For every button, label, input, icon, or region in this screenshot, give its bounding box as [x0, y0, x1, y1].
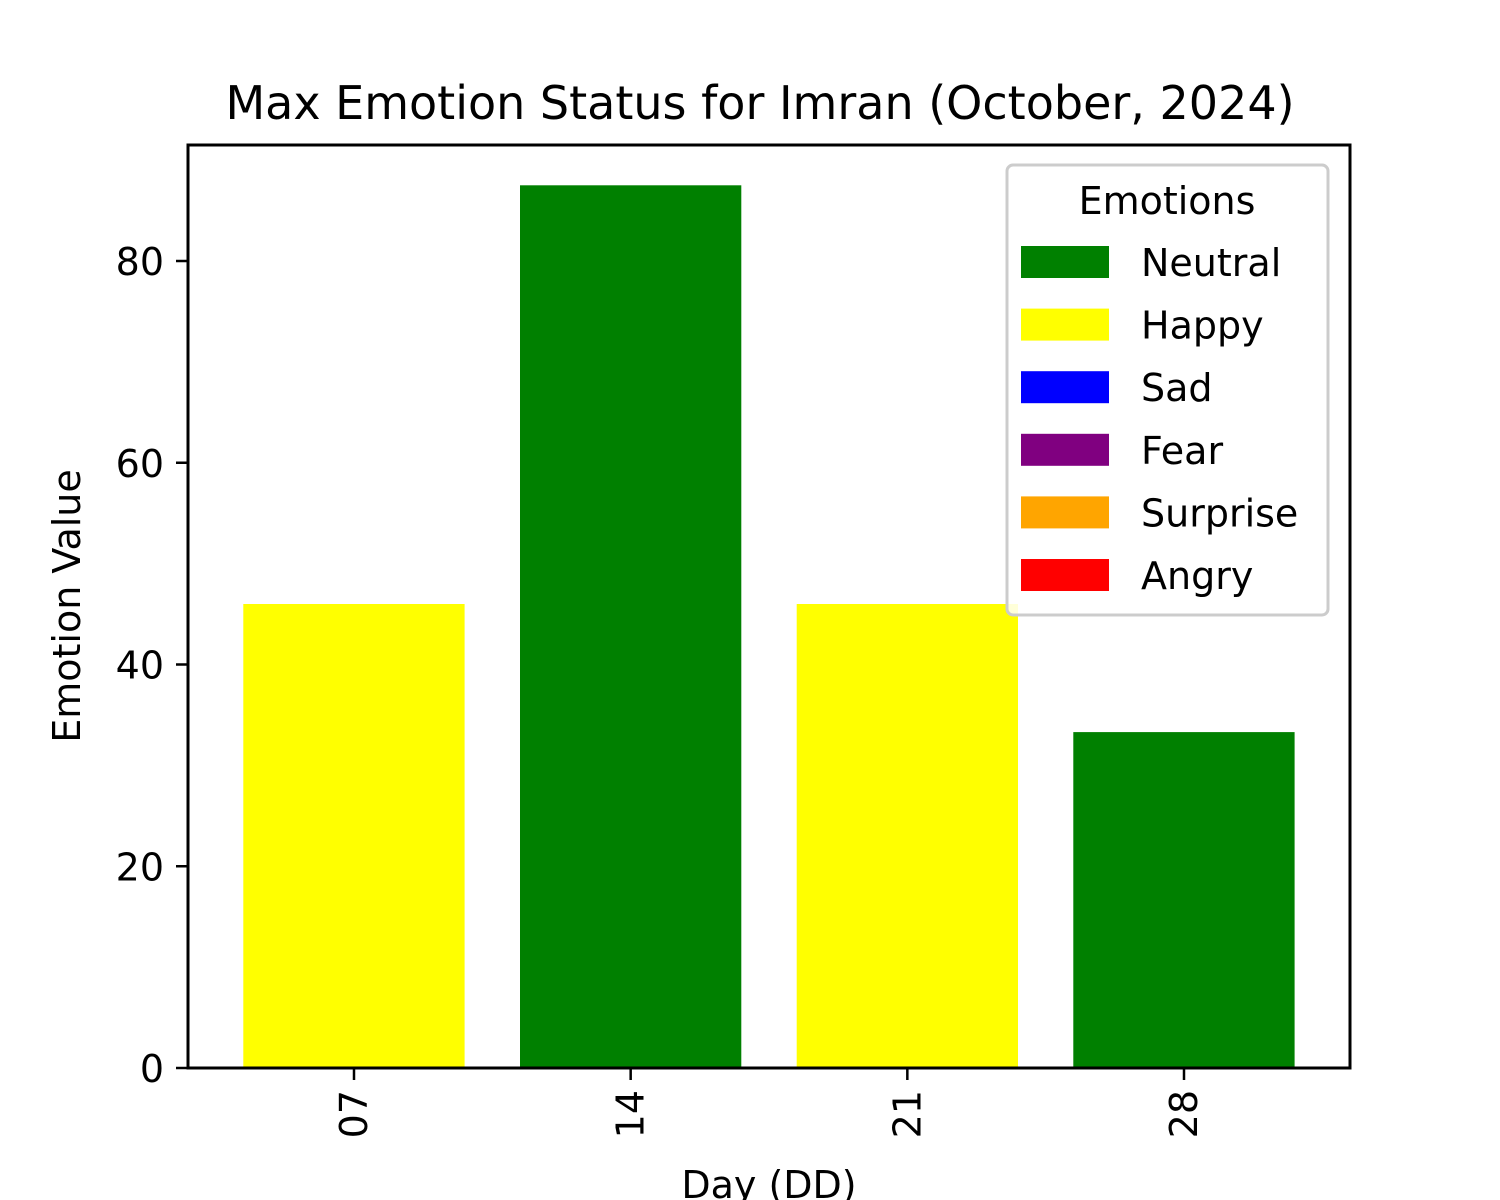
x-tick-label-21: 21 — [885, 1090, 929, 1138]
x-tick-label-07: 07 — [332, 1090, 376, 1138]
legend-title: Emotions — [1079, 179, 1256, 223]
legend-label-happy: Happy — [1141, 304, 1264, 348]
legend-swatch-sad — [1021, 371, 1109, 404]
bar-07 — [243, 604, 465, 1068]
legend-swatch-fear — [1021, 433, 1109, 466]
y-tick-label-20: 20 — [116, 845, 164, 889]
x-tick-label-14: 14 — [609, 1090, 653, 1138]
legend-label-surprise: Surprise — [1141, 491, 1298, 535]
legend-label-neutral: Neutral — [1141, 241, 1281, 285]
x-tick-label-28: 28 — [1162, 1090, 1206, 1138]
bar-21 — [796, 604, 1018, 1068]
bar-14 — [520, 185, 742, 1069]
chart-title: Max Emotion Status for Imran (October, 2… — [225, 76, 1294, 130]
legend-entries: Neutral Happy Sad Fear Surprise Angry — [1021, 241, 1298, 598]
axes-frame — [186, 143, 1352, 1070]
legend-label-angry: Angry — [1141, 554, 1253, 598]
y-tick-label-40: 40 — [116, 644, 164, 688]
y-tick-label-80: 80 — [116, 240, 164, 284]
legend: Emotions Neutral Happy Sad Fear Surprise Angr… — [1005, 163, 1330, 617]
legend-swatch-angry — [1021, 559, 1109, 591]
plot-area: 07 14 21 28 0 20 40 60 80 — [116, 185, 1295, 1138]
legend-swatch-surprise — [1021, 496, 1109, 529]
y-tick-label-60: 60 — [116, 442, 164, 486]
legend-label-fear: Fear — [1141, 429, 1223, 473]
y-tick-label-0: 0 — [140, 1047, 164, 1091]
x-axis-label: Day (DD) — [681, 1163, 856, 1200]
legend-swatch-happy — [1021, 308, 1109, 341]
legend-label-sad: Sad — [1141, 366, 1213, 410]
legend-swatch-neutral — [1021, 246, 1109, 278]
bar-28 — [1073, 732, 1295, 1068]
y-axis-label: Emotion Value — [45, 469, 89, 743]
